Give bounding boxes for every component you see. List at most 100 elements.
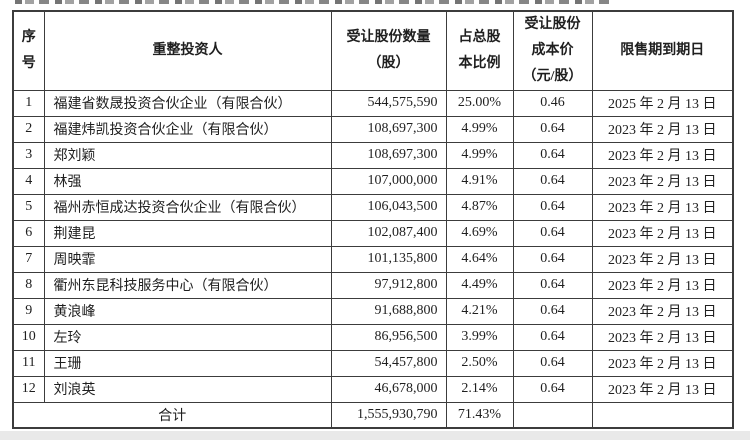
row-serial-cell: 12: [12, 375, 45, 403]
row-serial-cell: 7: [12, 245, 45, 273]
row-serial-cell: 8: [12, 271, 45, 299]
pct-cell: 4.21%: [445, 297, 514, 325]
pct-cell: 3.99%: [445, 323, 514, 351]
shares-cell: 91,688,800: [330, 297, 447, 325]
header-row: 序 号 重整投资人 受让股份数量 （股） 占总股 本比例 受让股份 成本价 （元…: [12, 10, 734, 91]
pct-cell: 4.91%: [445, 167, 514, 195]
investor-name-cell: 周映霏: [43, 245, 332, 273]
cost-cell: 0.64: [512, 323, 593, 351]
investor-name-cell: 王珊: [43, 349, 332, 377]
date-cell: 2023 年 2 月 13 日: [591, 271, 734, 299]
cost-cell: 0.64: [512, 349, 593, 377]
total-row: 合计 1,555,930,790 71.43%: [12, 401, 734, 429]
date-cell: 2023 年 2 月 13 日: [591, 349, 734, 377]
cost-cell: 0.64: [512, 193, 593, 221]
date-cell: 2023 年 2 月 13 日: [591, 115, 734, 143]
shares-cell: 102,087,400: [330, 219, 447, 247]
row-serial-cell: 5: [12, 193, 45, 221]
total-cost-cell: [512, 401, 593, 429]
cost-cell: 0.64: [512, 115, 593, 143]
cost-cell: 0.64: [512, 271, 593, 299]
restructuring-investors-table: 序 号 重整投资人 受让股份数量 （股） 占总股 本比例 受让股份 成本价 （元…: [12, 10, 734, 430]
investor-name-cell: 福建炜凯投资合伙企业（有限合伙）: [43, 115, 332, 143]
investor-name-cell: 林强: [43, 167, 332, 195]
pct-cell: 2.14%: [445, 375, 514, 403]
header-shares: 受让股份数量 （股）: [330, 10, 447, 91]
row-serial-cell: 10: [12, 323, 45, 351]
cost-cell: 0.64: [512, 219, 593, 247]
table-row: 2 福建炜凯投资合伙企业（有限合伙） 108,697,300 4.99% 0.6…: [12, 115, 734, 143]
page-bottom-strip: [0, 431, 750, 440]
cost-cell: 0.46: [512, 89, 593, 117]
shares-cell: 97,912,800: [330, 271, 447, 299]
date-cell: 2023 年 2 月 13 日: [591, 219, 734, 247]
cost-cell: 0.64: [512, 375, 593, 403]
investor-name-cell: 衢州东昆科技服务中心（有限合伙）: [43, 271, 332, 299]
pct-cell: 4.64%: [445, 245, 514, 273]
total-pct-cell: 71.43%: [445, 401, 514, 429]
clipped-text-remnant: [15, 0, 615, 4]
row-serial-cell: 9: [12, 297, 45, 325]
total-date-cell: [591, 401, 734, 429]
date-cell: 2023 年 2 月 13 日: [591, 193, 734, 221]
total-shares-cell: 1,555,930,790: [330, 401, 447, 429]
shares-cell: 86,956,500: [330, 323, 447, 351]
header-lockup-expiry: 限售期到期日: [591, 10, 734, 91]
pct-cell: 4.99%: [445, 141, 514, 169]
table-row: 8 衢州东昆科技服务中心（有限合伙） 97,912,800 4.49% 0.64…: [12, 271, 734, 299]
shares-cell: 101,135,800: [330, 245, 447, 273]
shares-cell: 108,697,300: [330, 141, 447, 169]
date-cell: 2025 年 2 月 13 日: [591, 89, 734, 117]
date-cell: 2023 年 2 月 13 日: [591, 323, 734, 351]
header-investor: 重整投资人: [43, 10, 332, 91]
shares-cell: 106,043,500: [330, 193, 447, 221]
pct-cell: 2.50%: [445, 349, 514, 377]
pct-cell: 4.49%: [445, 271, 514, 299]
row-serial-cell: 3: [12, 141, 45, 169]
row-serial-cell: 2: [12, 115, 45, 143]
date-cell: 2023 年 2 月 13 日: [591, 141, 734, 169]
shares-cell: 107,000,000: [330, 167, 447, 195]
shares-cell: 108,697,300: [330, 115, 447, 143]
shares-cell: 544,575,590: [330, 89, 447, 117]
table-row: 1 福建省数晟投资合伙企业（有限合伙） 544,575,590 25.00% 0…: [12, 89, 734, 117]
table-row: 4 林强 107,000,000 4.91% 0.64 2023 年 2 月 1…: [12, 167, 734, 195]
row-serial-cell: 4: [12, 167, 45, 195]
cost-cell: 0.64: [512, 297, 593, 325]
date-cell: 2023 年 2 月 13 日: [591, 245, 734, 273]
shares-cell: 46,678,000: [330, 375, 447, 403]
table-body: 1 福建省数晟投资合伙企业（有限合伙） 544,575,590 25.00% 0…: [12, 89, 734, 403]
header-percentage: 占总股 本比例: [445, 10, 514, 91]
shares-cell: 54,457,800: [330, 349, 447, 377]
table-row: 6 荆建昆 102,087,400 4.69% 0.64 2023 年 2 月 …: [12, 219, 734, 247]
investor-name-cell: 荆建昆: [43, 219, 332, 247]
pct-cell: 4.99%: [445, 115, 514, 143]
cost-cell: 0.64: [512, 245, 593, 273]
row-serial-cell: 11: [12, 349, 45, 377]
table-row: 7 周映霏 101,135,800 4.64% 0.64 2023 年 2 月 …: [12, 245, 734, 273]
row-serial-cell: 1: [12, 89, 45, 117]
table-row: 10 左玲 86,956,500 3.99% 0.64 2023 年 2 月 1…: [12, 323, 734, 351]
investor-name-cell: 郑刘颖: [43, 141, 332, 169]
cost-cell: 0.64: [512, 141, 593, 169]
total-label-cell: 合计: [12, 401, 332, 429]
pct-cell: 25.00%: [445, 89, 514, 117]
investor-name-cell: 黄浪峰: [43, 297, 332, 325]
date-cell: 2023 年 2 月 13 日: [591, 167, 734, 195]
date-cell: 2023 年 2 月 13 日: [591, 297, 734, 325]
cost-cell: 0.64: [512, 167, 593, 195]
table-row: 9 黄浪峰 91,688,800 4.21% 0.64 2023 年 2 月 1…: [12, 297, 734, 325]
pct-cell: 4.69%: [445, 219, 514, 247]
investor-name-cell: 福建省数晟投资合伙企业（有限合伙）: [43, 89, 332, 117]
table-row: 3 郑刘颖 108,697,300 4.99% 0.64 2023 年 2 月 …: [12, 141, 734, 169]
table-row: 12 刘浪英 46,678,000 2.14% 0.64 2023 年 2 月 …: [12, 375, 734, 403]
table-row: 11 王珊 54,457,800 2.50% 0.64 2023 年 2 月 1…: [12, 349, 734, 377]
date-cell: 2023 年 2 月 13 日: [591, 375, 734, 403]
pct-cell: 4.87%: [445, 193, 514, 221]
table-row: 5 福州赤恒成达投资合伙企业（有限合伙） 106,043,500 4.87% 0…: [12, 193, 734, 221]
row-serial-cell: 6: [12, 219, 45, 247]
investor-name-cell: 福州赤恒成达投资合伙企业（有限合伙）: [43, 193, 332, 221]
investor-name-cell: 刘浪英: [43, 375, 332, 403]
header-cost-price: 受让股份 成本价 （元/股）: [512, 10, 593, 91]
